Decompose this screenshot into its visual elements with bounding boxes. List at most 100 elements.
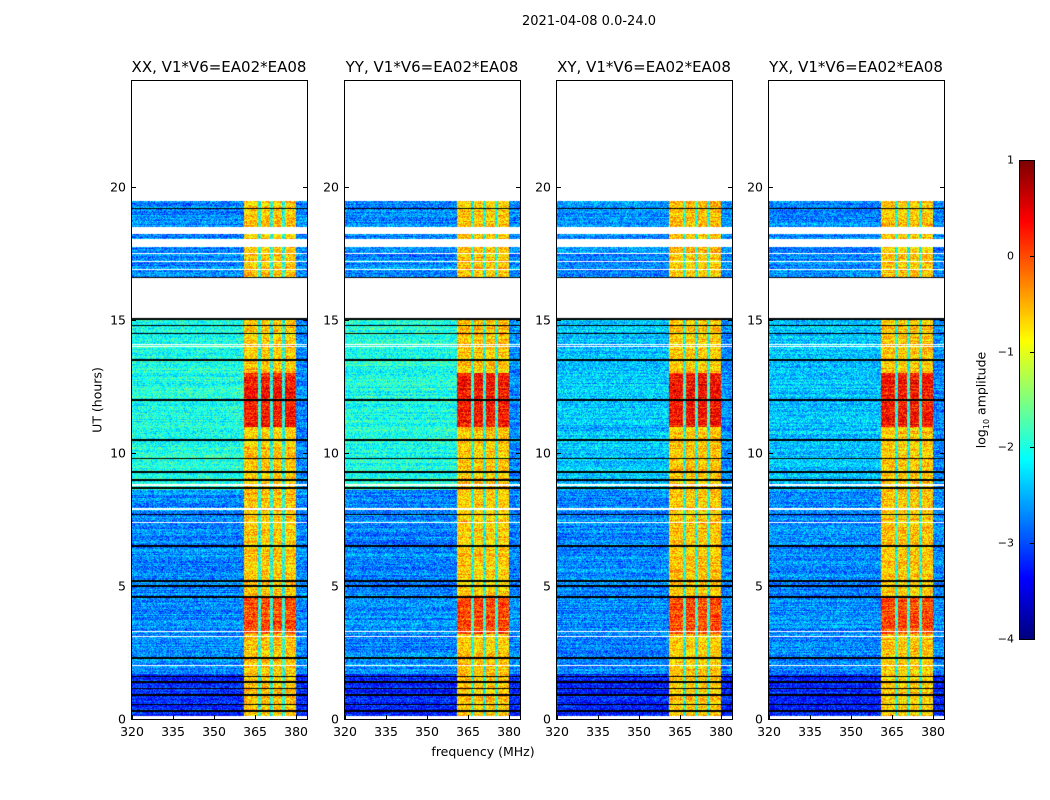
y-tick <box>556 187 561 189</box>
x-tick <box>214 715 216 720</box>
y-tick-label: 5 <box>118 578 126 594</box>
heatmap-image <box>769 81 944 719</box>
y-tick <box>516 453 521 455</box>
y-tick <box>728 453 733 455</box>
x-tick <box>296 715 298 720</box>
y-tick <box>303 187 308 189</box>
y-tick <box>344 719 349 720</box>
y-tick <box>940 320 945 322</box>
y-tick <box>556 586 561 588</box>
y-tick <box>556 320 561 322</box>
x-tick <box>468 715 470 720</box>
x-tick-label: 350 <box>627 724 651 739</box>
y-tick <box>344 187 349 189</box>
colorbar-tick-label: 1 <box>1007 153 1014 167</box>
colorbar-tick-label: 0 <box>1007 249 1014 263</box>
colorbar-tick <box>1030 255 1035 257</box>
y-tick-label: 15 <box>747 312 763 328</box>
x-tick-label: 320 <box>120 724 144 739</box>
y-tick <box>131 187 136 189</box>
y-tick <box>303 586 308 588</box>
x-tick-label: 335 <box>374 724 398 739</box>
y-tick <box>344 320 349 322</box>
x-tick-label: 320 <box>333 724 357 739</box>
x-tick-label: 320 <box>545 724 569 739</box>
y-tick-label: 5 <box>755 578 763 594</box>
x-tick-label: 350 <box>202 724 226 739</box>
x-tick <box>680 715 682 720</box>
y-tick <box>131 719 136 720</box>
panel-title: XX, V1*V6=EA02*EA08 <box>131 58 307 76</box>
y-tick <box>940 187 945 189</box>
x-tick-label: 350 <box>839 724 863 739</box>
x-tick-label: 335 <box>586 724 610 739</box>
x-tick-label: 365 <box>456 724 480 739</box>
spectrogram-panel-1 <box>344 80 521 720</box>
y-tick-label: 10 <box>535 445 551 461</box>
y-tick-label: 20 <box>110 179 126 195</box>
spectrogram-panel-0 <box>131 80 308 720</box>
y-tick <box>728 719 733 720</box>
heatmap-image <box>132 81 307 719</box>
y-tick <box>516 719 521 720</box>
y-tick <box>768 719 773 720</box>
y-tick <box>344 453 349 455</box>
colorbar-tick <box>1030 160 1035 161</box>
y-tick <box>768 320 773 322</box>
y-tick-label: 10 <box>747 445 763 461</box>
heatmap-image <box>557 81 732 719</box>
y-tick <box>344 586 349 588</box>
y-tick <box>131 586 136 588</box>
y-tick <box>728 586 733 588</box>
colorbar-label: log10 amplitude <box>973 351 991 449</box>
x-tick <box>851 715 853 720</box>
y-tick-label: 10 <box>110 445 126 461</box>
figure-title: 2021-04-08 0.0-24.0 <box>522 14 656 29</box>
y-tick <box>516 187 521 189</box>
y-tick <box>516 320 521 322</box>
y-tick <box>728 320 733 322</box>
y-tick <box>556 719 561 720</box>
x-tick <box>769 715 770 720</box>
colorbar-tick-label: −2 <box>997 440 1014 454</box>
y-tick-label: 10 <box>323 445 339 461</box>
x-tick <box>810 715 812 720</box>
y-tick-label: 20 <box>323 179 339 195</box>
x-tick-label: 335 <box>798 724 822 739</box>
x-axis-label: frequency (MHz) <box>431 744 535 759</box>
y-tick <box>131 453 136 455</box>
y-tick <box>768 453 773 455</box>
colorbar-tick-label: −4 <box>997 632 1014 646</box>
colorbar-tick-label: −1 <box>997 345 1014 359</box>
x-tick-label: 365 <box>668 724 692 739</box>
y-tick <box>131 320 136 322</box>
x-tick <box>892 715 894 720</box>
spectrogram-panel-3 <box>768 80 945 720</box>
x-tick-label: 380 <box>284 724 308 739</box>
y-tick <box>303 320 308 322</box>
x-tick-label: 350 <box>415 724 439 739</box>
y-tick-label: 0 <box>118 711 126 727</box>
x-tick <box>933 715 935 720</box>
y-tick <box>940 719 945 720</box>
y-tick-label: 20 <box>535 179 551 195</box>
colorbar-tick-label: −3 <box>997 536 1014 550</box>
x-tick <box>386 715 388 720</box>
x-tick <box>255 715 257 720</box>
x-tick-label: 380 <box>709 724 733 739</box>
y-tick <box>768 187 773 189</box>
colorbar-tick <box>1030 543 1035 545</box>
x-tick-label: 380 <box>497 724 521 739</box>
y-tick <box>556 453 561 455</box>
heatmap-image <box>345 81 520 719</box>
x-tick <box>557 715 558 720</box>
colorbar-tick <box>1030 351 1035 353</box>
x-tick <box>427 715 429 720</box>
y-axis-label: UT (hours) <box>89 367 105 433</box>
y-tick <box>940 453 945 455</box>
y-tick <box>768 586 773 588</box>
y-tick-label: 20 <box>747 179 763 195</box>
colorbar-tick <box>1030 447 1035 449</box>
y-tick-label: 15 <box>323 312 339 328</box>
